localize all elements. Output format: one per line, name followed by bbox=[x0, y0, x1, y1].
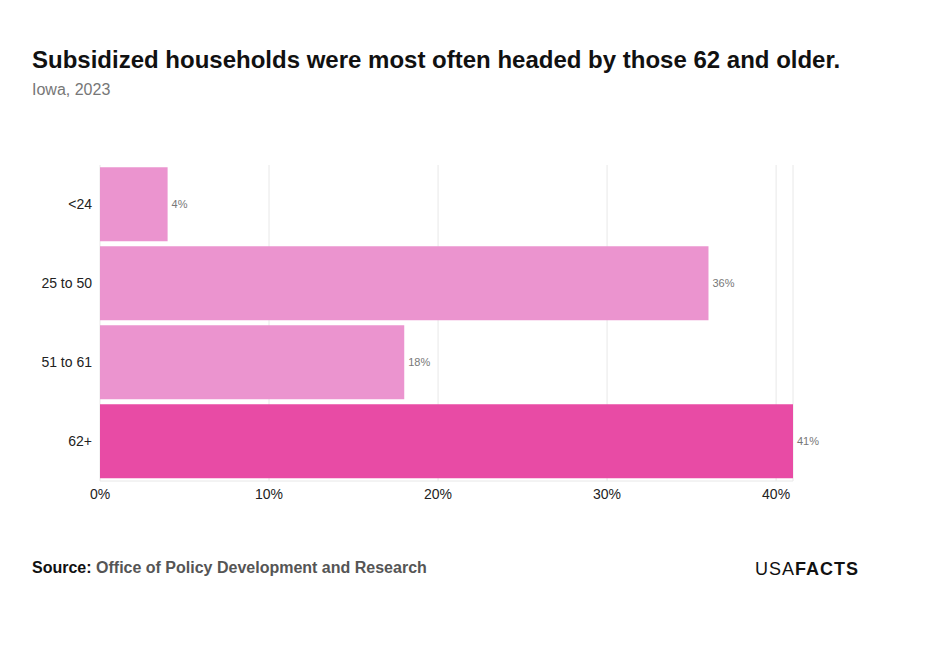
svg-text:0%: 0% bbox=[90, 486, 110, 502]
html-text:Iowa, 2023: Iowa, 2023 bbox=[32, 81, 111, 98]
svg-text:<24: <24 bbox=[68, 196, 92, 212]
svg-text:36%: 36% bbox=[712, 277, 734, 289]
svg-text:25 to 50: 25 to 50 bbox=[41, 275, 92, 291]
html-text:Subsidized households were mos: Subsidized households were most often he… bbox=[32, 46, 841, 73]
svg-text:4%: 4% bbox=[172, 198, 188, 210]
svg-text:10%: 10% bbox=[255, 486, 283, 502]
svg-text:18%: 18% bbox=[408, 356, 430, 368]
svg-text:30%: 30% bbox=[593, 486, 621, 502]
svg-text:41%: 41% bbox=[797, 435, 819, 447]
html-text:USA FACTS: USA FACTS bbox=[755, 559, 859, 579]
svg-text:62+: 62+ bbox=[68, 433, 92, 449]
svg-text:20%: 20% bbox=[424, 486, 452, 502]
html-text:Source: Office of Policy Devel: Source: Office of Policy Development and… bbox=[32, 559, 427, 576]
svg-text:40%: 40% bbox=[762, 486, 790, 502]
svg-text:51 to 61: 51 to 61 bbox=[41, 354, 92, 370]
